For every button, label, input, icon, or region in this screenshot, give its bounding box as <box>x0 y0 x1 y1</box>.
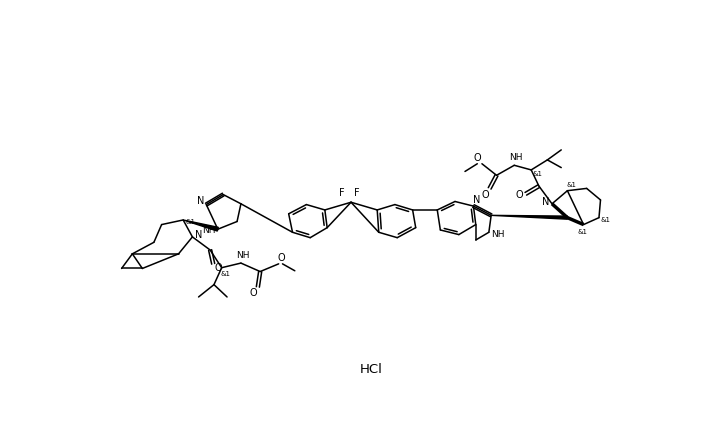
Text: NH: NH <box>202 226 215 235</box>
Text: O: O <box>473 152 481 163</box>
Text: NH: NH <box>492 230 505 239</box>
Text: O: O <box>481 190 489 199</box>
Text: &1: &1 <box>186 219 196 225</box>
Text: F: F <box>354 188 360 198</box>
Polygon shape <box>183 220 219 231</box>
Text: &1: &1 <box>221 271 230 277</box>
Text: O: O <box>277 253 285 263</box>
Text: N: N <box>542 197 550 207</box>
Text: &1: &1 <box>532 171 542 177</box>
Text: O: O <box>214 263 222 274</box>
Text: O: O <box>515 190 523 200</box>
Text: N: N <box>197 197 205 207</box>
Text: &1: &1 <box>566 182 576 188</box>
Text: N: N <box>473 195 480 205</box>
Polygon shape <box>491 215 568 219</box>
Text: NH: NH <box>509 153 523 162</box>
Text: &1: &1 <box>600 217 610 223</box>
Text: HCl: HCl <box>360 363 382 376</box>
Text: &1: &1 <box>577 229 587 235</box>
Text: N: N <box>195 230 202 240</box>
Text: O: O <box>250 288 257 298</box>
Text: F: F <box>339 188 345 198</box>
Text: NH: NH <box>236 251 249 260</box>
